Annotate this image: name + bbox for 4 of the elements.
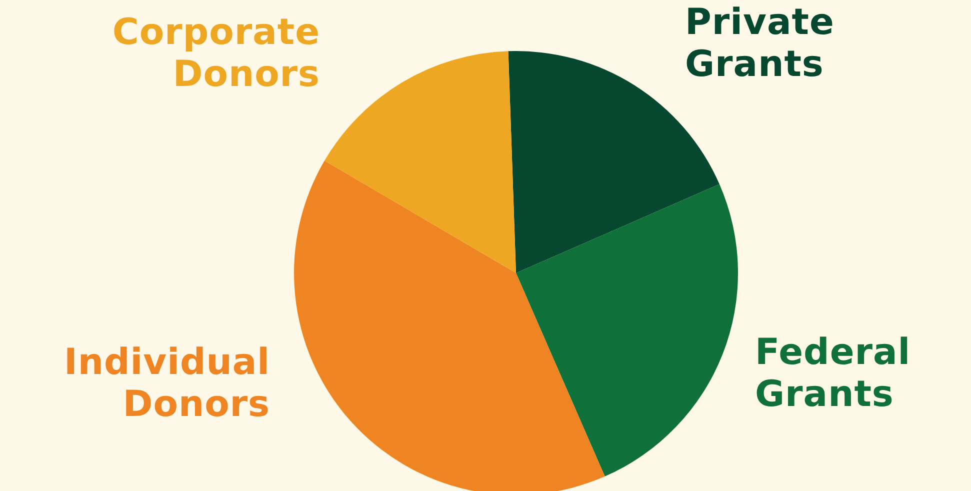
slice-label: Individual Donors bbox=[63, 342, 270, 426]
slice-label: Federal Grants bbox=[755, 332, 912, 416]
slice-label: Private Grants bbox=[685, 2, 836, 86]
slice-label: Corporate Donors bbox=[111, 12, 320, 96]
